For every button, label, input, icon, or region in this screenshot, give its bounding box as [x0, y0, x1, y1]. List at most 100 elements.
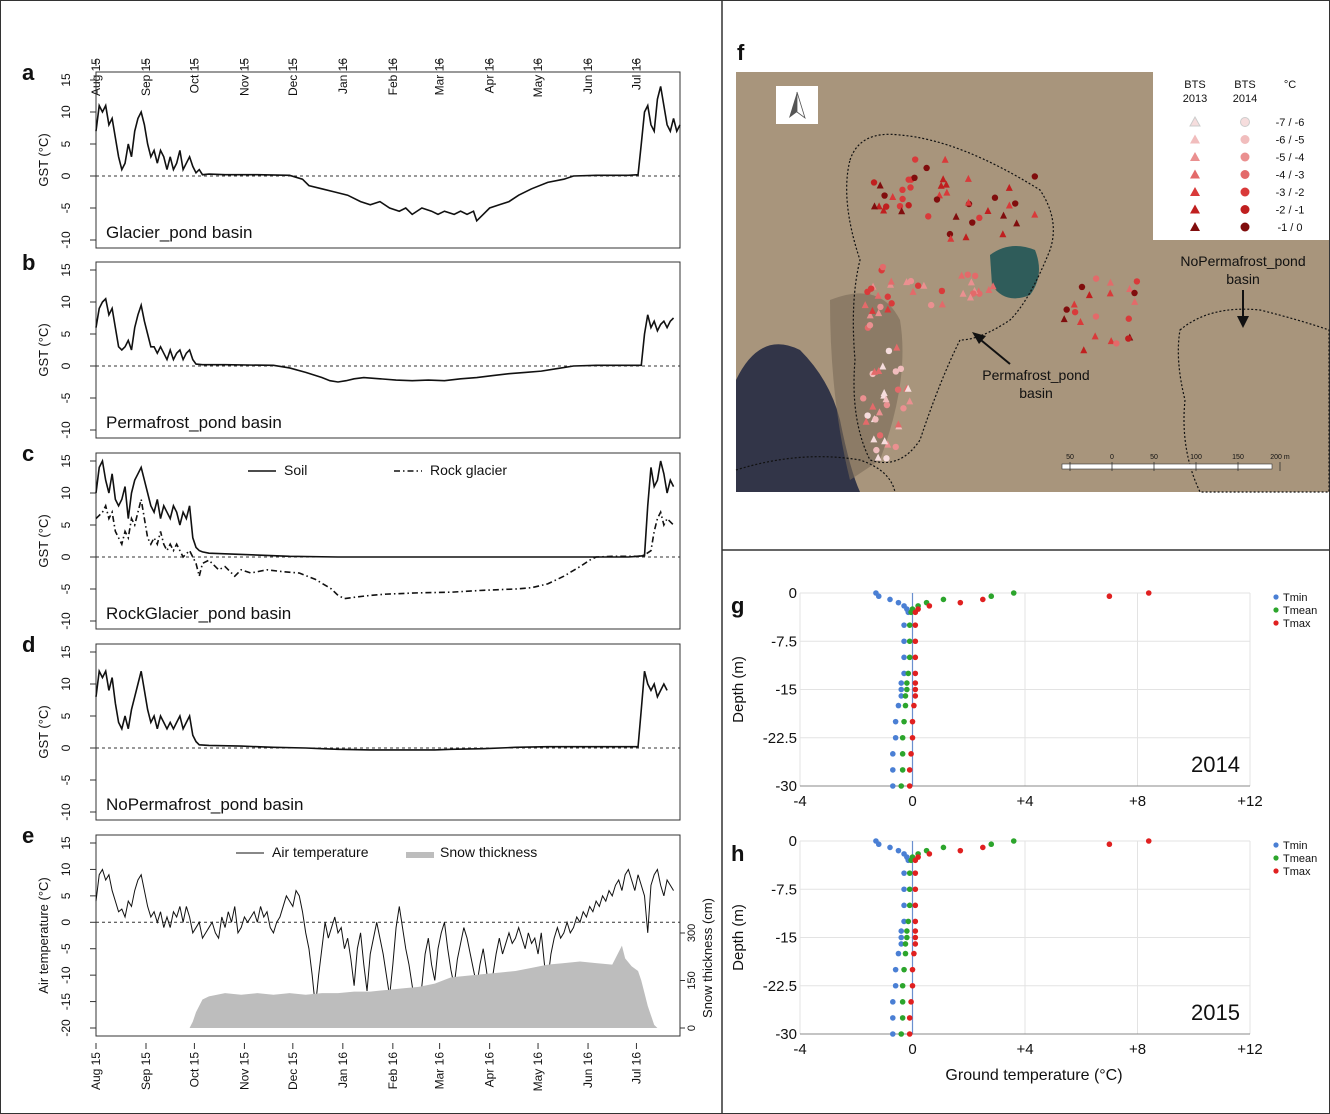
bts-circle	[873, 446, 880, 454]
bts-triangle	[870, 202, 878, 210]
legend-circle	[1240, 205, 1250, 214]
y-tick-label: 15	[59, 454, 73, 468]
y-tick-label: -10	[59, 803, 73, 821]
bottom-month-label: Jun 16	[581, 1052, 595, 1088]
point-tmax	[912, 693, 919, 699]
y-tick-label: 0	[59, 172, 73, 179]
y-tick-label: 15	[59, 73, 73, 87]
bts-circle	[867, 285, 875, 292]
point-tmean	[906, 654, 913, 661]
point-tmean	[906, 622, 913, 628]
bts-circle	[907, 184, 914, 191]
bottom-month-axis: Aug 15 Sep 15 Oct 15 Nov 15 Dec 15 Jan 16 Feb …	[89, 1043, 643, 1091]
panel-label: Glacier_pond basin	[106, 223, 252, 242]
scale-tick-label: 0	[1110, 454, 1114, 461]
bts-triangle	[958, 271, 966, 279]
bts-triangle	[876, 408, 884, 416]
point-tmean	[899, 734, 906, 741]
point-tmean	[988, 593, 995, 600]
bts-circle	[888, 300, 895, 307]
top-month-label: Jul 16	[629, 58, 643, 90]
bts-circle	[883, 455, 890, 462]
bts-circle	[1131, 289, 1138, 297]
year-label: 2015	[1191, 1000, 1240, 1025]
bts-circle	[911, 156, 919, 163]
y-tick-label: -10	[59, 421, 73, 439]
y-axis-label: Depth (m)	[730, 656, 747, 723]
bottom-month-label: Jan 16	[336, 1052, 350, 1088]
point-tmean	[905, 918, 912, 925]
point-tmax	[912, 654, 919, 661]
legend-label: Tmean	[1283, 853, 1317, 865]
bts-triangle	[984, 207, 992, 215]
bts-triangle	[1131, 297, 1139, 305]
legend-circle	[1240, 117, 1250, 127]
bts-triangle	[889, 193, 897, 201]
bts-triangle	[959, 289, 967, 297]
bts-circle	[964, 271, 971, 278]
y-tick-label: -5	[59, 943, 73, 954]
bts-triangle	[962, 233, 970, 241]
point-tmean	[902, 941, 909, 947]
bts-circle	[883, 401, 891, 409]
bts-triangle	[870, 435, 878, 443]
bts-circle	[1133, 278, 1141, 285]
legend-range: -4 / -3	[1276, 170, 1305, 182]
bts-triangle	[909, 287, 917, 295]
point-tmean	[902, 693, 909, 699]
bts-circle	[911, 174, 918, 182]
point-tmax	[909, 966, 916, 973]
point-tmin	[892, 982, 899, 989]
bts-triangle	[875, 202, 883, 210]
bts-triangle	[1005, 201, 1013, 209]
other-basin-outline	[735, 456, 896, 493]
point-tmax	[912, 928, 919, 934]
point-tmean	[940, 596, 947, 603]
y-tick-label: 10	[59, 295, 73, 309]
point-tmax	[906, 767, 913, 773]
point-tmin	[901, 638, 907, 645]
permafrost-label-line1: Permafrost_pond	[982, 367, 1089, 383]
y-tick-label: -5	[59, 202, 73, 213]
point-tmean	[904, 680, 910, 686]
point-tmax	[911, 950, 917, 957]
bts-triangle	[1005, 183, 1013, 191]
bts-circle	[899, 186, 906, 194]
point-tmax	[909, 734, 916, 741]
bts-circle	[864, 412, 871, 419]
y-tick-label: 10	[59, 105, 73, 119]
bts-circle	[1071, 308, 1079, 316]
bts-circle	[870, 179, 878, 186]
bts-triangle	[920, 281, 928, 289]
legend-header: BTS	[1184, 79, 1205, 91]
legend-dot	[1273, 620, 1279, 626]
y-tick-label: 0	[789, 585, 797, 602]
point-tmax	[980, 844, 986, 851]
legend-dot	[1273, 842, 1279, 848]
bottom-month-label: Aug 15	[89, 1052, 103, 1090]
panel-h: h -4 0 +4 +8 +12 0 -7.5 -15 -22.5 -30 Depth (m) Grou…	[730, 833, 1317, 1084]
bts-circle	[884, 293, 891, 300]
plot-frame	[95, 643, 681, 821]
point-tmin	[901, 902, 907, 909]
y-axis-label: Air temperature (°C)	[36, 877, 51, 993]
y-tick-label: 0	[789, 833, 797, 850]
pond	[990, 246, 1039, 299]
legend-triangle	[1190, 152, 1200, 161]
bts-circle	[946, 230, 954, 238]
panel-e: e -20 -15 -10 -5 0 5 10 15 Air temperature (°C) Ai…	[22, 823, 715, 1037]
permafrost-label-line2: basin	[1019, 385, 1052, 401]
north-arrow-icon	[789, 91, 806, 120]
bts-triangle	[904, 384, 912, 392]
legend-triangle	[1190, 134, 1200, 144]
point-tmin	[890, 767, 896, 773]
bts-triangle	[862, 417, 870, 425]
bts-triangle	[952, 212, 960, 220]
bts-triangle	[1106, 289, 1114, 297]
y-tick-label: -30	[775, 778, 797, 795]
x-tick-label: +12	[1237, 1041, 1262, 1058]
top-month-label: Oct 15	[187, 58, 201, 94]
y-axis-label: GST (°C)	[36, 133, 51, 186]
panel-letter-f: f	[737, 40, 745, 65]
top-month-axis: Aug 15 Sep 15 Oct 15 Nov 15 Dec 15 Jan 16 Feb …	[89, 58, 643, 98]
